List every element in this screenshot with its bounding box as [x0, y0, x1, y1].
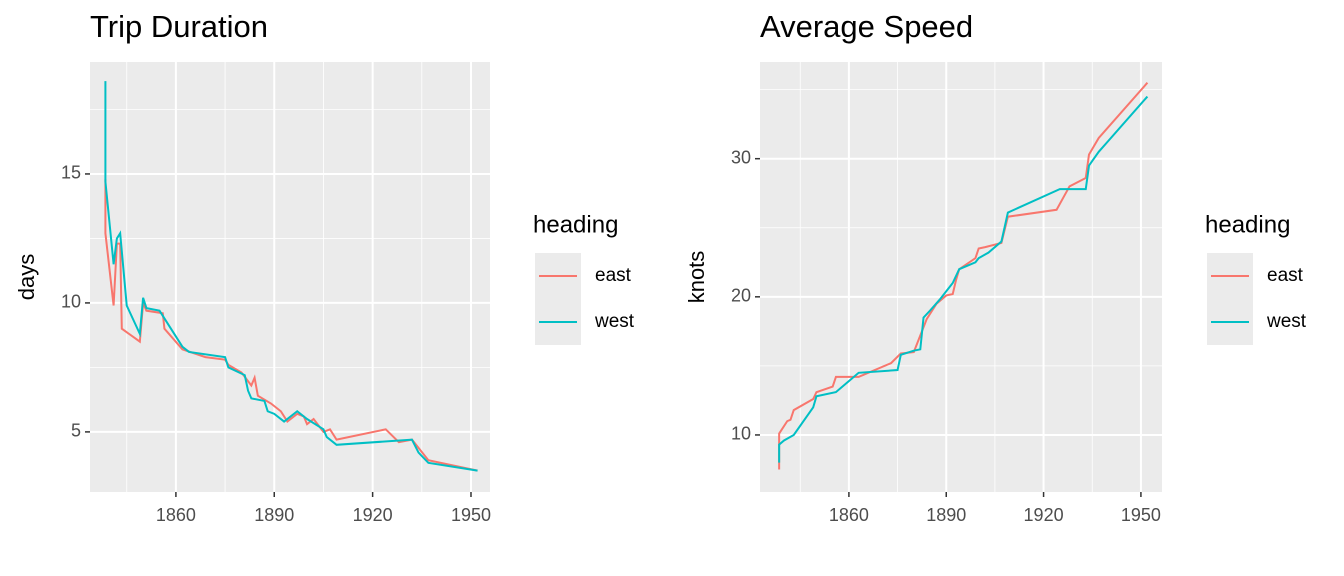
- legend-title: heading: [533, 211, 618, 238]
- y-tick-label: 10: [61, 292, 81, 312]
- chart-title: Trip Duration: [90, 9, 268, 44]
- y-tick-label: 10: [731, 424, 751, 444]
- y-axis-title: knots: [684, 251, 709, 304]
- plot-panel: [760, 62, 1162, 492]
- data-line: [104, 81, 478, 472]
- x-tick-label: 1860: [829, 505, 869, 525]
- data-line: [778, 95, 1149, 463]
- y-axis-title: days: [14, 254, 39, 300]
- x-tick-label: 1950: [451, 505, 491, 525]
- chart-title: Average Speed: [760, 9, 973, 44]
- x-tick-label: 1920: [353, 505, 393, 525]
- x-tick-label: 1950: [1121, 505, 1161, 525]
- legend-label: east: [1267, 265, 1304, 286]
- y-tick-label: 20: [731, 286, 751, 306]
- x-tick-label: 1860: [156, 505, 196, 525]
- y-tick-label: 5: [71, 421, 81, 441]
- x-tick-label: 1890: [926, 505, 966, 525]
- y-tick-label: 15: [61, 163, 81, 183]
- x-tick-label: 1920: [1024, 505, 1064, 525]
- y-tick-label: 30: [731, 147, 751, 167]
- legend-label: west: [1266, 311, 1307, 332]
- data-line: [104, 179, 478, 472]
- x-tick-label: 1890: [254, 505, 294, 525]
- legend-title: heading: [1205, 211, 1290, 238]
- legend-label: west: [594, 311, 635, 332]
- plot-panel: [90, 62, 490, 492]
- legend-label: east: [595, 265, 632, 286]
